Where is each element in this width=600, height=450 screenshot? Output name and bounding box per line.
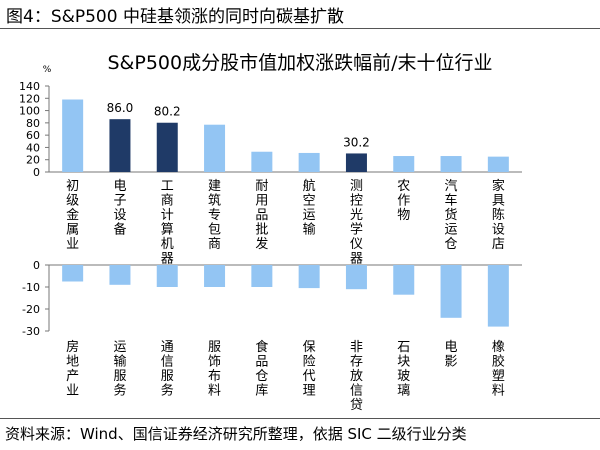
top-y-tick-label: 100 — [19, 105, 40, 118]
bottom-category-label: 通信服务 — [161, 340, 174, 399]
bottom-y-tick-label: -20 — [22, 303, 40, 316]
top-y-tick-label: 60 — [26, 129, 40, 142]
top-category-label: 电子设备 — [113, 179, 126, 238]
bottom-category-label: 非存放信贷 — [350, 340, 363, 413]
bottom-y-tick-label: -30 — [22, 325, 40, 338]
top-bar — [62, 99, 84, 172]
top-category-label: 初级金属业 — [66, 179, 79, 252]
top-bar — [109, 119, 131, 172]
bottom-bar — [345, 265, 367, 290]
bottom-category-label: 运输服务 — [113, 340, 126, 399]
bottom-category-label: 保险代理 — [303, 340, 316, 399]
top-y-tick-label: 0 — [33, 166, 40, 179]
figure-title: 图4：S&P500 中硅基领涨的同时向碳基扩散 — [6, 7, 344, 27]
top-category-label: 耐用品批发 — [255, 179, 268, 252]
bottom-bar — [393, 265, 415, 295]
bottom-bar — [251, 265, 273, 287]
bottom-bar — [156, 265, 178, 287]
bottom-bar — [298, 265, 320, 289]
top-data-label: 86.0 — [107, 101, 134, 115]
bottom-category-label: 电影 — [445, 340, 458, 370]
top-bar — [298, 152, 320, 172]
top-unit-label: % — [43, 65, 52, 75]
top-y-tick-label: 20 — [26, 154, 40, 167]
bottom-category-label: 服饰布料 — [208, 340, 221, 399]
bottom-y-tick-label: 0 — [33, 259, 40, 272]
top-y-tick-label: 80 — [26, 117, 40, 130]
top-bar — [345, 153, 367, 172]
top-category-label: 家具陈设店 — [492, 178, 505, 252]
bottom-bar — [109, 265, 131, 285]
bottom-category-label: 橡胶塑料 — [492, 340, 505, 399]
bottom-divider — [0, 418, 600, 419]
top-category-label: 航空运输 — [303, 178, 316, 238]
bottom-category-label: 石块玻璃 — [397, 340, 410, 399]
bottom-bar — [204, 265, 226, 287]
bottom-category-label: 房地产业 — [66, 339, 79, 399]
top-category-label: 农作物 — [397, 179, 410, 223]
top-category-label: 汽车货运仓 — [445, 179, 458, 252]
top-bar — [393, 156, 415, 172]
top-y-tick-label: 40 — [26, 141, 40, 154]
bottom-bar — [62, 265, 84, 282]
top-category-label: 建筑专包商 — [208, 179, 221, 252]
top-y-tick-label: 120 — [19, 92, 40, 105]
top-bar — [440, 156, 462, 172]
bottom-category-label: 食品仓库 — [255, 339, 268, 399]
chart-title: S&P500成分股市值加权涨跌幅前/末十位行业 — [107, 52, 493, 74]
top-bar — [204, 124, 226, 172]
source-note: 资料来源：Wind、国信证券经济研究所整理，依据 SIC 二级行业分类 — [5, 425, 467, 443]
top-category-label: 测控光学仪器 — [350, 179, 363, 267]
bottom-bar — [440, 265, 462, 318]
top-category-label: 工商计算机器 — [161, 179, 174, 267]
bottom-y-tick-label: -10 — [22, 281, 40, 294]
top-y-tick-label: 140 — [19, 80, 40, 93]
top-bar — [251, 151, 273, 172]
top-bar — [156, 122, 178, 172]
bottom-bar — [487, 265, 509, 327]
top-divider — [0, 28, 600, 29]
top-data-label: 30.2 — [343, 135, 370, 149]
top-bar — [487, 156, 509, 172]
top-data-label: 80.2 — [154, 105, 181, 119]
